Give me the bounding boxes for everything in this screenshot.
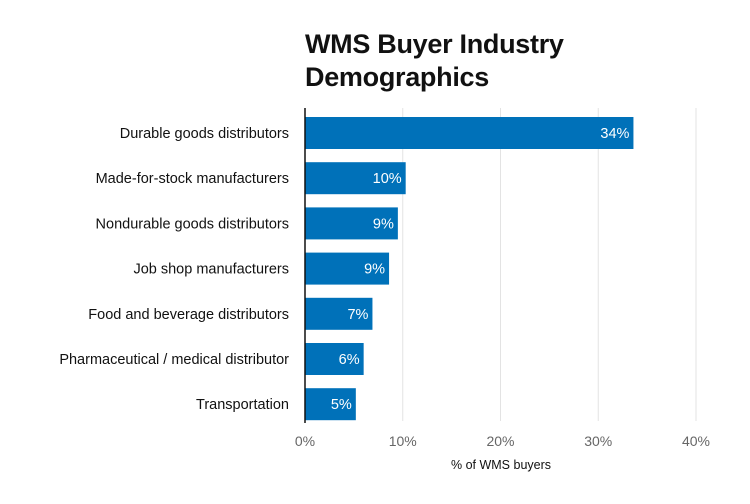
bar [305,297,373,330]
category-label: Made-for-stock manufacturers [96,171,289,187]
category-label: Pharmaceutical / medical distributor [59,352,289,368]
data-label: 7% [347,307,368,323]
bar [305,162,406,195]
category-label: Nondurable goods distributors [96,216,289,232]
bar [305,252,390,285]
category-label: Transportation [196,397,289,413]
data-label: 10% [373,171,402,187]
data-label: 5% [331,397,352,413]
data-label: 9% [373,216,394,232]
x-axis-label: % of WMS buyers [451,458,551,472]
data-label: 6% [339,352,360,368]
bar [305,343,364,375]
x-tick-label: 0% [295,433,315,449]
category-label: Job shop manufacturers [133,262,289,278]
bar [305,117,634,149]
x-tick-label: 20% [486,433,514,449]
x-tick-label: 40% [682,433,710,449]
x-tick-label: 10% [389,433,417,449]
chart-title: WMS Buyer Industry Demographics [305,29,564,92]
data-label: 9% [364,262,385,278]
category-label: Food and beverage distributors [88,307,289,323]
x-tick-label: 30% [584,433,612,449]
data-label: 34% [600,126,629,142]
category-label: Durable goods distributors [120,126,289,142]
bar [305,207,398,240]
bar [305,388,356,421]
